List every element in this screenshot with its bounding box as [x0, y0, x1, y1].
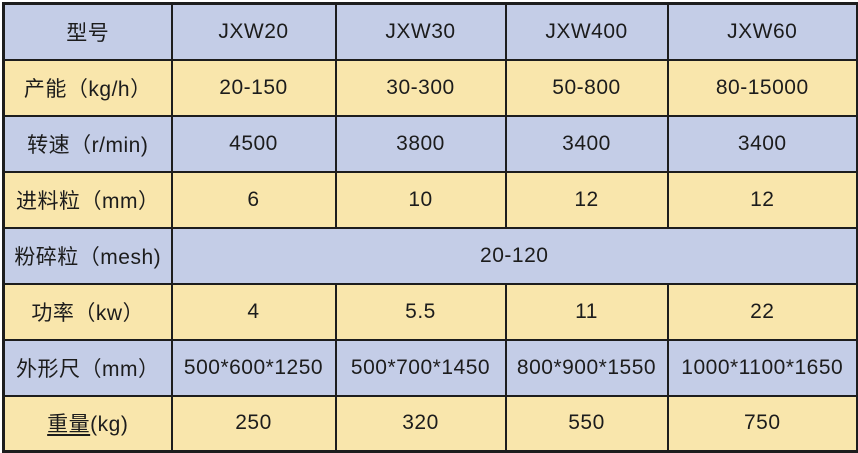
- row-label-model: 型号: [2, 2, 173, 61]
- value-cell: 320: [334, 394, 507, 453]
- merged-value-cell: 20-120: [170, 226, 858, 285]
- value-cell: 4: [170, 282, 337, 341]
- row-label-capacity: 产能（kg/h）: [2, 58, 173, 117]
- value-cell: 1000*1100*1650: [666, 338, 858, 397]
- value-cell: 250: [170, 394, 337, 453]
- value-cell: 22: [666, 282, 858, 341]
- value-cell: 500*600*1250: [170, 338, 337, 397]
- value-cell: 20-150: [170, 58, 337, 117]
- value-cell: 12: [504, 170, 669, 229]
- value-cell: 3400: [504, 114, 669, 173]
- value-cell: 6: [170, 170, 337, 229]
- column-header-jxw20: JXW20: [170, 2, 337, 61]
- table-row-feed-size: 进料粒（mm） 6 10 12 12: [2, 170, 858, 229]
- value-cell: 80-15000: [666, 58, 858, 117]
- row-label-power: 功率（kw）: [2, 282, 173, 341]
- table-row-rotation-speed: 转速（r/min) 4500 3800 3400 3400: [2, 114, 858, 173]
- row-label-dimensions: 外形尺（mm）: [2, 338, 173, 397]
- value-cell: 11: [504, 282, 669, 341]
- weight-label-underlined: 重量: [47, 413, 91, 437]
- table-row-capacity: 产能（kg/h） 20-150 30-300 50-800 80-15000: [2, 58, 858, 117]
- value-cell: 750: [666, 394, 858, 453]
- value-cell: 5.5: [334, 282, 507, 341]
- column-header-jxw60: JXW60: [666, 2, 858, 61]
- header-row: 型号 JXW20 JXW30 JXW400 JXW60: [2, 2, 858, 61]
- value-cell: 3400: [666, 114, 858, 173]
- value-cell: 550: [504, 394, 669, 453]
- row-label-feed-size: 进料粒（mm）: [2, 170, 173, 229]
- column-header-jxw30: JXW30: [334, 2, 507, 61]
- table-row-dimensions: 外形尺（mm） 500*600*1250 500*700*1450 800*90…: [2, 338, 858, 397]
- value-cell: 30-300: [334, 58, 507, 117]
- column-header-jxw400: JXW400: [504, 2, 669, 61]
- weight-label-unit: (kg): [90, 413, 129, 437]
- value-cell: 500*700*1450: [334, 338, 507, 397]
- table-row-weight: 重量(kg) 250 320 550 750: [2, 394, 858, 453]
- row-label-weight: 重量(kg): [2, 394, 173, 453]
- value-cell: 50-800: [504, 58, 669, 117]
- table-row-output-fineness: 粉碎粒（mesh) 20-120: [2, 226, 858, 285]
- value-cell: 3800: [334, 114, 507, 173]
- table-row-power: 功率（kw） 4 5.5 11 22: [2, 282, 858, 341]
- value-cell: 800*900*1550: [504, 338, 669, 397]
- value-cell: 4500: [170, 114, 337, 173]
- value-cell: 10: [334, 170, 507, 229]
- row-label-output-fineness: 粉碎粒（mesh): [2, 226, 173, 285]
- value-cell: 12: [666, 170, 858, 229]
- row-label-rotation-speed: 转速（r/min): [2, 114, 173, 173]
